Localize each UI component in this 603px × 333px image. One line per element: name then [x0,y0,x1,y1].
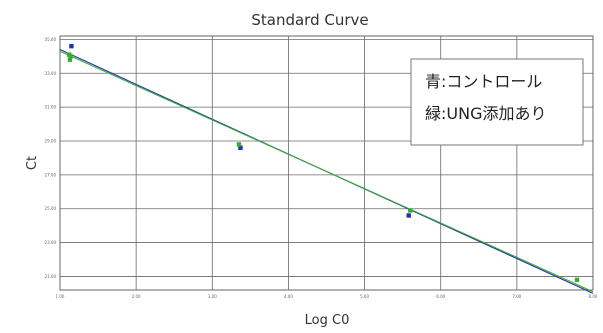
series-1-point [408,208,413,213]
series-1-point [236,142,242,147]
y-tick-label: 31.00 [45,105,57,110]
y-tick-label: 25.00 [45,206,57,211]
y-tick-label: 35.00 [45,37,57,42]
y-tick-label: 23.00 [45,240,57,245]
legend-box: 青:コントロール 緑:UNG添加あり [410,58,584,146]
y-tick-label: 29.00 [45,138,57,143]
data-points [66,43,580,283]
fit-lines [59,49,594,294]
series-1-point [67,57,73,62]
series-1-fit-line [59,50,594,293]
tick-labels: 1.00 2.00 3.00 4.00 5.00 6.00 7.00 8.00 35.00 33.… [45,37,598,299]
series-1-point [574,277,580,283]
series-0-point [238,145,243,150]
x-tick-label: 7.00 [512,294,521,299]
x-tick-label: 8.00 [589,294,598,299]
x-axis-label: Log C0 [305,313,350,328]
x-tick-label: 4.00 [284,294,293,299]
legend-entry-control: 青:コントロール [425,72,542,91]
y-axis-label: Ct [25,156,40,170]
series-0-point [69,43,74,49]
y-tick-label: 21.00 [45,274,57,279]
x-tick-label: 5.00 [360,294,369,299]
y-tick-label: 27.00 [45,172,57,177]
x-tick-label: 2.00 [132,294,141,299]
series-1-point [68,54,73,59]
x-tick-label: 6.00 [436,294,445,299]
legend-entry-ung: 緑:UNG添加あり [425,104,546,123]
grid-lines [60,36,593,290]
x-tick-label: 3.00 [208,294,217,299]
y-tick-label: 33.00 [45,71,57,76]
series-0-point [406,213,411,218]
chart-title: Standard Curve [251,11,368,29]
x-tick-label: 1.00 [56,294,65,299]
